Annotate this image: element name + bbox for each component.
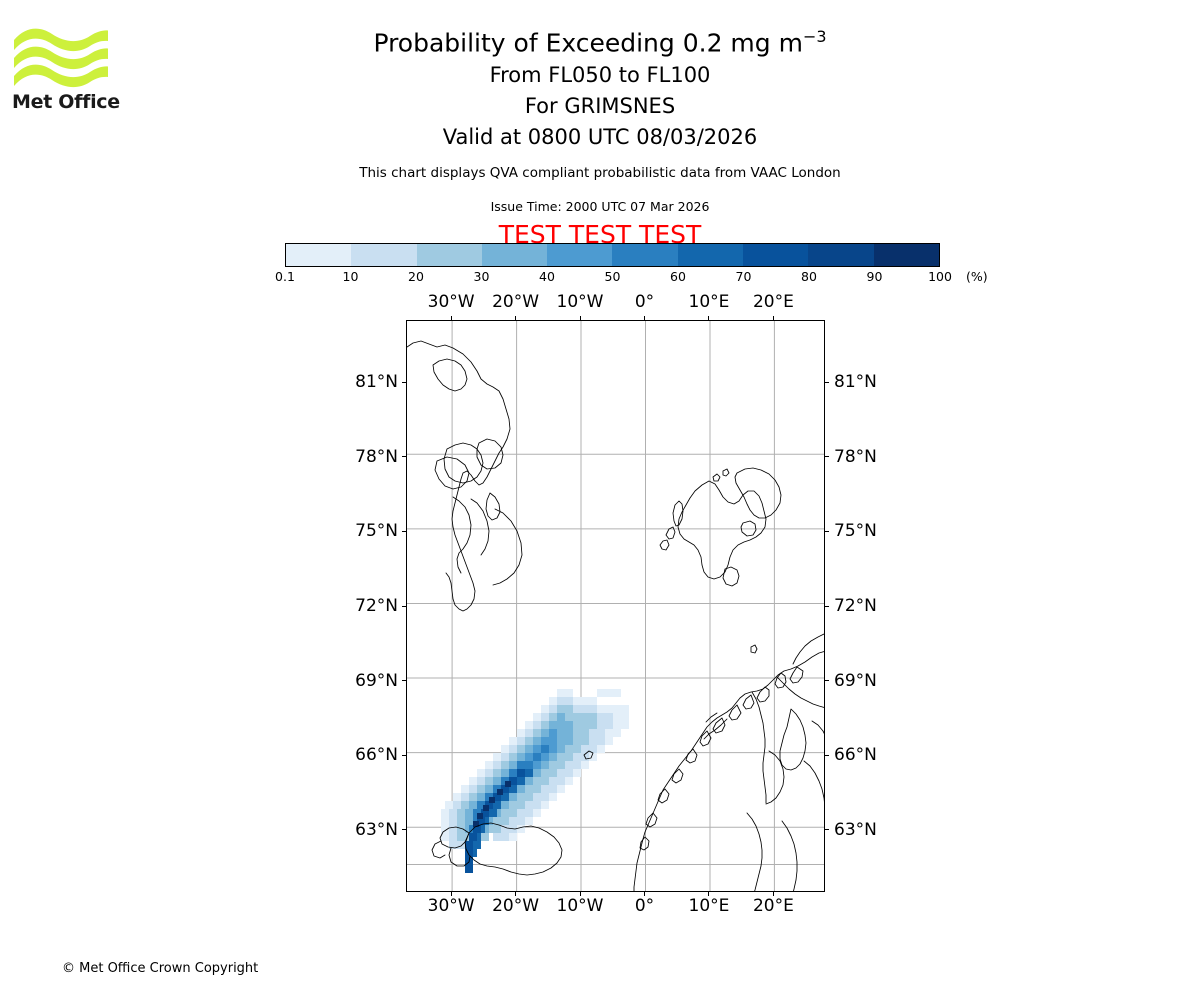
lon-tick-top-5 <box>772 316 774 320</box>
lon-label-bottom-2: 10°W <box>556 896 604 916</box>
lon-label-bottom-3: 0° <box>634 896 655 916</box>
colorbar-tick-labels: 0.1 10 20 30 40 50 60 70 80 90 100 <box>275 267 952 285</box>
lon-label-bottom-1: 20°W <box>492 896 540 916</box>
lon-tick-top-2 <box>579 316 581 320</box>
lat-label-right-0: 63°N <box>834 819 877 840</box>
ash-plume-field <box>441 689 629 873</box>
ash-probability-map[interactable] <box>406 320 825 892</box>
lat-label-left-2: 69°N <box>355 670 398 691</box>
lat-label-right-1: 66°N <box>834 745 877 766</box>
lon-tick-bottom-3 <box>644 892 645 896</box>
coastlines <box>407 340 824 891</box>
colorbar-band-6 <box>677 244 744 266</box>
lat-tick-right-6 <box>825 381 829 383</box>
colorbar-band-5 <box>612 244 678 266</box>
lat-tick-right-5 <box>825 456 829 458</box>
lat-label-right-6: 81°N <box>834 372 877 393</box>
colorbar-tick-80: 80 <box>801 269 817 284</box>
lat-label-left-4: 75°N <box>355 521 398 542</box>
lat-tick-right-2 <box>825 680 829 682</box>
colorbar-tick-20: 20 <box>408 269 424 284</box>
lat-tick-left-4 <box>402 530 406 532</box>
met-office-wordmark: Met Office <box>12 91 120 113</box>
colorbar-unit-label: (%) <box>966 269 988 284</box>
colorbar-tick-50: 50 <box>604 269 621 284</box>
lat-label-left-1: 66°N <box>355 745 398 766</box>
lon-tick-bottom-4 <box>708 892 710 896</box>
lat-label-left-5: 78°N <box>355 446 398 467</box>
lat-label-right-4: 75°N <box>834 521 877 542</box>
lon-label-top-5: 20°E <box>752 292 794 312</box>
colorbar-band-7 <box>743 244 809 266</box>
colorbar-band-9 <box>873 244 939 266</box>
lon-tick-top-3 <box>644 316 645 320</box>
probability-colorbar: 0.1 10 20 30 40 50 60 70 80 90 100 <box>275 243 952 285</box>
map-canvas <box>407 321 824 891</box>
colorbar-band-1 <box>351 244 417 266</box>
volcano-name: For GRIMSNES <box>524 93 676 118</box>
lat-tick-left-1 <box>402 754 406 756</box>
lon-tick-top-4 <box>708 316 710 320</box>
lat-label-left-3: 72°N <box>355 596 398 616</box>
colorbar-tick-30: 30 <box>473 269 490 284</box>
colorbar-tick-60: 60 <box>670 269 686 284</box>
colorbar-band-0 <box>286 244 352 266</box>
issue-time: Issue Time: 2000 UTC 07 Mar 2026 <box>490 198 710 214</box>
lon-label-top-2: 10°W <box>556 292 604 312</box>
lon-tick-top-0 <box>450 316 452 320</box>
colorbar-tick-70: 70 <box>735 269 752 284</box>
colorbar-tick-0.1: 0.1 <box>275 269 295 284</box>
lat-label-right-5: 78°N <box>834 446 877 467</box>
met-office-waves-icon <box>14 28 108 88</box>
lat-tick-left-2 <box>402 680 406 682</box>
lat-tick-right-3 <box>825 605 829 607</box>
lat-tick-left-3 <box>402 605 406 607</box>
flight-level-range: From FL050 to FL100 <box>489 62 711 87</box>
colorbar-tick-10: 10 <box>342 269 359 284</box>
colorbar-bands <box>285 243 940 267</box>
copyright-notice: © Met Office Crown Copyright <box>62 961 259 976</box>
lon-tick-bottom-2 <box>579 892 581 896</box>
met-office-logo: Met Office <box>12 24 122 112</box>
lat-tick-right-4 <box>825 530 829 532</box>
lat-tick-left-6 <box>402 381 406 383</box>
lat-tick-left-0 <box>402 829 406 831</box>
colorbar-tick-100: 100 <box>928 269 952 284</box>
colorbar-band-2 <box>416 244 482 266</box>
lon-tick-bottom-1 <box>515 892 517 896</box>
lat-tick-right-0 <box>825 829 829 831</box>
lat-label-left-6: 81°N <box>355 372 398 393</box>
lon-tick-bottom-5 <box>772 892 774 896</box>
lon-label-top-0: 30°W <box>427 292 475 312</box>
lat-tick-right-1 <box>825 754 829 756</box>
lon-label-top-4: 10°E <box>688 292 730 312</box>
colorbar-band-4 <box>547 244 613 266</box>
colorbar-tick-90: 90 <box>866 269 883 284</box>
lat-label-right-2: 69°N <box>834 670 877 691</box>
title-exponent: −3 <box>802 27 827 46</box>
chart-title-block: Probability of Exceeding 0.2 mg m−3 From… <box>0 0 1200 249</box>
lon-label-top-3: 0° <box>634 292 655 312</box>
colorbar-tick-40: 40 <box>539 269 555 284</box>
valid-time: Valid at 0800 UTC 08/03/2026 <box>442 124 758 149</box>
lon-label-top-1: 20°W <box>492 292 540 312</box>
colorbar-band-8 <box>808 244 874 266</box>
compliance-note: This chart displays QVA compliant probab… <box>359 164 841 181</box>
lat-tick-left-5 <box>402 456 406 458</box>
lon-label-bottom-4: 10°E <box>688 896 730 916</box>
lon-tick-top-1 <box>515 316 517 320</box>
lon-label-bottom-5: 20°E <box>752 896 794 916</box>
lat-label-right-3: 72°N <box>834 596 877 616</box>
lon-tick-bottom-0 <box>450 892 452 896</box>
colorbar-band-3 <box>481 244 548 266</box>
lon-label-bottom-0: 30°W <box>427 896 475 916</box>
page-title: Probability of Exceeding 0.2 mg m−3 <box>0 28 1200 57</box>
lat-label-left-0: 63°N <box>355 819 398 840</box>
map-gridlines <box>407 321 824 891</box>
title-main-text: Probability of Exceeding 0.2 mg m <box>373 28 803 58</box>
